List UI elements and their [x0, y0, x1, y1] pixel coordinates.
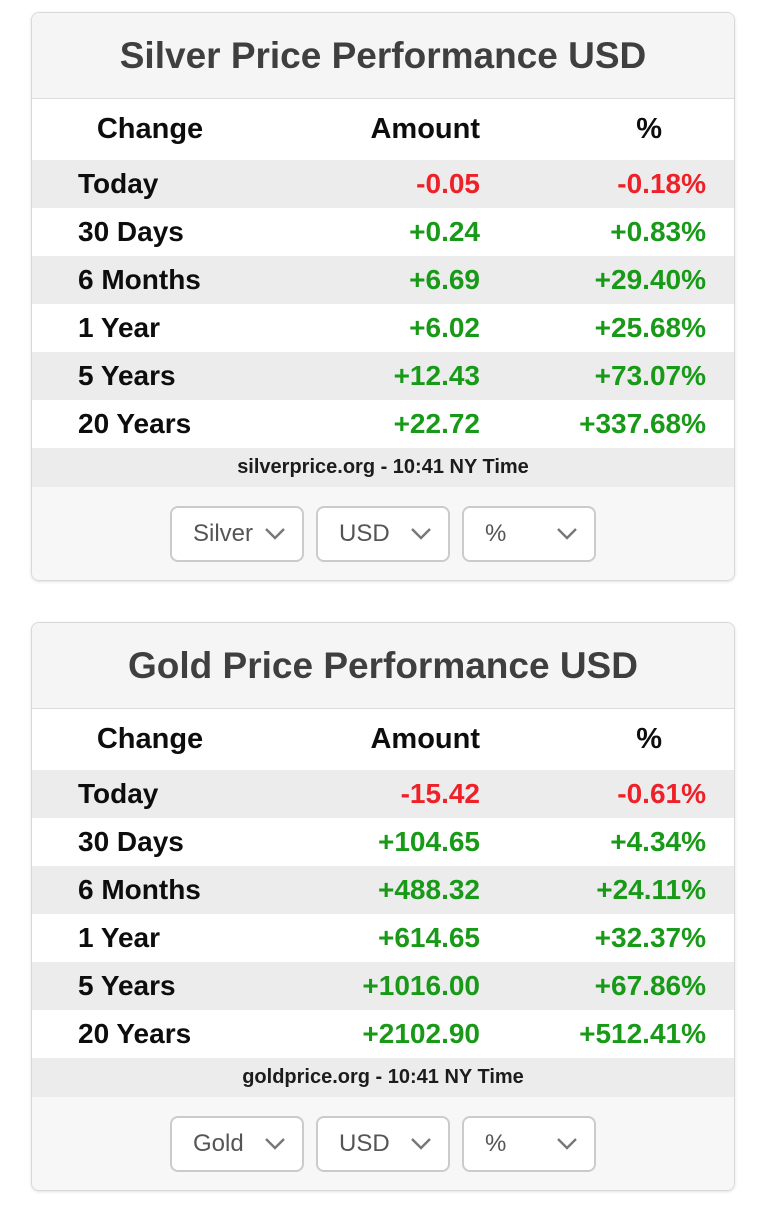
- table-row: 30 Days +104.65 +4.34%: [32, 818, 734, 866]
- percent-value: +32.37%: [594, 922, 706, 953]
- gold-performance-card: Gold Price Performance USD Change Amount…: [31, 622, 735, 1191]
- currency-select[interactable]: USD: [316, 1115, 450, 1172]
- amount-value: +0.24: [409, 216, 480, 247]
- table-row: 6 Months +488.32 +24.11%: [32, 866, 734, 914]
- column-header-change: Change: [96, 113, 204, 145]
- column-header-amount: Amount: [370, 113, 480, 145]
- period-label: 6 Months: [78, 264, 201, 295]
- chevron-down-icon: [410, 1137, 432, 1150]
- amount-value: +104.65: [378, 826, 480, 857]
- commodity-select[interactable]: Gold: [170, 1115, 304, 1172]
- table-row: 6 Months +6.69 +29.40%: [32, 256, 734, 304]
- currency-select-value: USD: [339, 519, 390, 547]
- table-row: Today -15.42 -0.61%: [32, 770, 734, 818]
- table-row: 20 Years +2102.90 +512.41%: [32, 1010, 734, 1058]
- chevron-down-icon: [556, 527, 578, 540]
- period-label: 1 Year: [78, 312, 161, 343]
- chevron-down-icon: [264, 1137, 286, 1150]
- percent-value: +4.34%: [610, 826, 706, 857]
- amount-value: +22.72: [393, 408, 480, 439]
- column-header-percent: %: [636, 113, 662, 145]
- chevron-down-icon: [556, 1137, 578, 1150]
- amount-value: +614.65: [378, 922, 480, 953]
- column-header-change: Change: [96, 723, 204, 755]
- performance-table: Change Amount % Today -15.42 -0.61% 30 D…: [32, 709, 734, 1058]
- display-mode-select-value: %: [485, 1129, 507, 1157]
- percent-value: +67.86%: [594, 970, 706, 1001]
- table-body: Today -15.42 -0.61% 30 Days +104.65 +4.3…: [32, 770, 734, 1058]
- table-row: Today -0.05 -0.18%: [32, 160, 734, 208]
- widget-controls: Silver USD %: [32, 487, 734, 580]
- commodity-select[interactable]: Silver: [170, 505, 304, 562]
- percent-value: -0.61%: [617, 778, 706, 809]
- percent-value: +25.68%: [594, 312, 706, 343]
- percent-value: +337.68%: [579, 408, 706, 439]
- table-row: 1 Year +6.02 +25.68%: [32, 304, 734, 352]
- percent-value: +24.11%: [596, 874, 706, 905]
- currency-select-value: USD: [339, 1129, 390, 1157]
- percent-value: +512.41%: [579, 1018, 706, 1049]
- period-label: 20 Years: [78, 1018, 192, 1049]
- widget-controls: Gold USD %: [32, 1097, 734, 1190]
- period-label: 1 Year: [78, 922, 161, 953]
- table-body: Today -0.05 -0.18% 30 Days +0.24 +0.83% …: [32, 160, 734, 448]
- period-label: 20 Years: [78, 408, 192, 439]
- percent-value: -0.18%: [617, 168, 706, 199]
- source-attribution: goldprice.org - 10:41 NY Time: [32, 1058, 734, 1097]
- table-row: 30 Days +0.24 +0.83%: [32, 208, 734, 256]
- amount-value: +12.43: [393, 360, 480, 391]
- column-header-percent: %: [636, 723, 662, 755]
- source-attribution: silverprice.org - 10:41 NY Time: [32, 448, 734, 487]
- table-row: 1 Year +614.65 +32.37%: [32, 914, 734, 962]
- amount-value: +2102.90: [362, 1018, 480, 1049]
- period-label: 6 Months: [78, 874, 201, 905]
- period-label: 30 Days: [78, 216, 184, 247]
- amount-value: +6.69: [409, 264, 480, 295]
- amount-value: +488.32: [378, 874, 480, 905]
- period-label: Today: [78, 168, 159, 199]
- display-mode-select[interactable]: %: [462, 1115, 596, 1172]
- period-label: 5 Years: [78, 360, 176, 391]
- table-row: 5 Years +1016.00 +67.86%: [32, 962, 734, 1010]
- amount-value: -0.05: [416, 168, 480, 199]
- amount-value: -15.42: [400, 778, 480, 809]
- table-row: 5 Years +12.43 +73.07%: [32, 352, 734, 400]
- percent-value: +73.07%: [594, 360, 706, 391]
- chevron-down-icon: [410, 527, 432, 540]
- card-title: Silver Price Performance USD: [32, 13, 734, 99]
- commodity-select-value: Gold: [193, 1129, 244, 1157]
- card-title: Gold Price Performance USD: [32, 623, 734, 709]
- performance-table: Change Amount % Today -0.05 -0.18% 30 Da…: [32, 99, 734, 448]
- period-label: Today: [78, 778, 159, 809]
- column-header-amount: Amount: [370, 723, 480, 755]
- display-mode-select-value: %: [485, 519, 507, 547]
- period-label: 5 Years: [78, 970, 176, 1001]
- table-header-row: Change Amount %: [32, 99, 734, 160]
- chevron-down-icon: [264, 527, 286, 540]
- table-row: 20 Years +22.72 +337.68%: [32, 400, 734, 448]
- currency-select[interactable]: USD: [316, 505, 450, 562]
- display-mode-select[interactable]: %: [462, 505, 596, 562]
- period-label: 30 Days: [78, 826, 184, 857]
- table-header-row: Change Amount %: [32, 709, 734, 770]
- percent-value: +0.83%: [610, 216, 706, 247]
- amount-value: +1016.00: [362, 970, 480, 1001]
- percent-value: +29.40%: [594, 264, 706, 295]
- silver-performance-card: Silver Price Performance USD Change Amou…: [31, 12, 735, 581]
- commodity-select-value: Silver: [193, 519, 254, 547]
- amount-value: +6.02: [409, 312, 480, 343]
